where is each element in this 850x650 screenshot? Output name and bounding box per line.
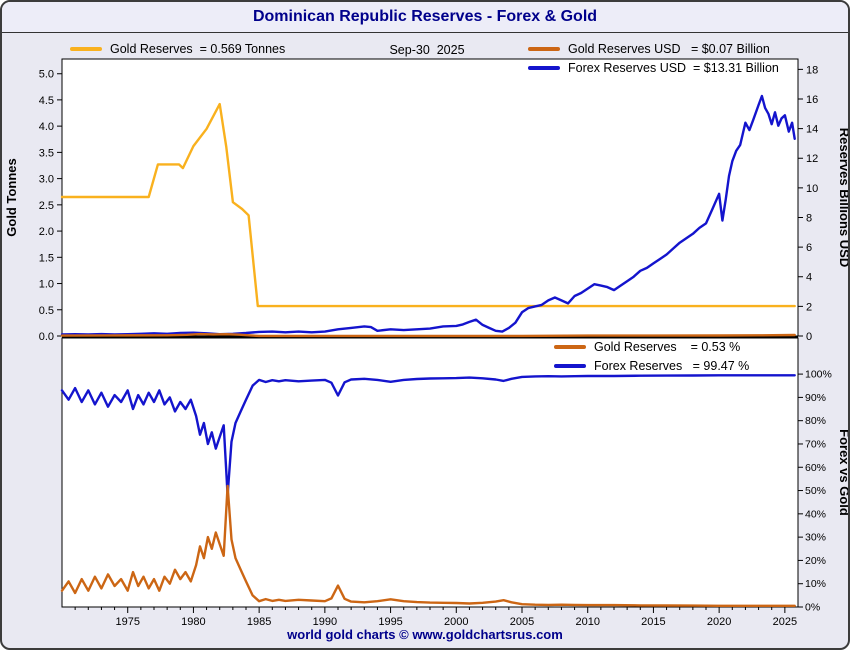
svg-text:10: 10 [806, 183, 818, 195]
gold-usd-swatch [528, 46, 560, 51]
svg-text:40%: 40% [805, 508, 826, 520]
svg-text:2015: 2015 [641, 616, 665, 628]
svg-text:90%: 90% [805, 392, 826, 404]
right-axis-label-top: Reserves Billions USD [837, 128, 848, 267]
forex-usd-line [60, 94, 796, 336]
plot-panels [61, 58, 799, 608]
svg-text:1990: 1990 [313, 616, 337, 628]
forex-usd-swatch [528, 65, 560, 70]
right-axis-label-bottom: Forex vs Gold [837, 429, 848, 516]
svg-text:0.0: 0.0 [39, 331, 54, 343]
gold-tonnes-line [60, 102, 796, 308]
top-panel [61, 58, 799, 337]
svg-text:0.5: 0.5 [39, 305, 54, 317]
forex-pct-swatch [554, 363, 586, 368]
legend-forex-pct-label: Forex Reserves = 99.47 % [594, 358, 750, 373]
svg-text:2020: 2020 [707, 616, 731, 628]
gold-usd-line [60, 332, 796, 338]
svg-text:16: 16 [806, 94, 818, 106]
svg-text:1985: 1985 [247, 616, 271, 628]
svg-text:60%: 60% [805, 462, 826, 474]
svg-text:1980: 1980 [181, 616, 205, 628]
gold-pct-line [60, 484, 796, 607]
svg-text:4: 4 [806, 272, 812, 284]
svg-text:5.0: 5.0 [39, 69, 54, 81]
svg-text:10%: 10% [805, 578, 826, 590]
svg-text:100%: 100% [805, 369, 832, 381]
svg-text:3.5: 3.5 [39, 147, 54, 159]
svg-text:70%: 70% [805, 438, 826, 450]
svg-text:2: 2 [806, 301, 812, 313]
footer-credit: world gold charts © www.goldchartsrus.co… [287, 627, 563, 642]
svg-text:6: 6 [806, 242, 812, 254]
legend-gold-tonnes: Gold Reserves = 0.569 Tonnes [70, 41, 285, 57]
svg-text:80%: 80% [805, 415, 826, 427]
legend-gold-usd: Gold Reserves USD = $0.07 Billion [528, 39, 779, 58]
legend-gold-usd-label: Gold Reserves USD = $0.07 Billion [568, 41, 770, 56]
legend-gold-pct-label: Gold Reserves = 0.53 % [594, 339, 741, 354]
legend-gold-tonnes-label: Gold Reserves = 0.569 Tonnes [110, 42, 286, 56]
legend-top-right: Gold Reserves USD = $0.07 Billion Forex … [528, 39, 779, 77]
left-axis-label: Gold Tonnes [4, 158, 19, 236]
gold-pct-swatch [554, 344, 586, 349]
svg-text:50%: 50% [805, 485, 826, 497]
svg-text:2010: 2010 [575, 616, 599, 628]
svg-text:4.0: 4.0 [39, 121, 54, 133]
chart-body: 0.0 0.5 1.0 1.5 2.0 2.5 3.0 3.5 4.0 4.5 5.0 0 2 4 6 8 10… [2, 33, 848, 647]
svg-text:1.5: 1.5 [39, 252, 54, 264]
svg-text:0: 0 [806, 331, 812, 343]
title-bar: Dominican Republic Reserves - Forex & Go… [2, 2, 848, 33]
svg-text:2025: 2025 [773, 616, 797, 628]
legend-gold-pct: Gold Reserves = 0.53 % [554, 337, 749, 356]
svg-text:1995: 1995 [378, 616, 402, 628]
report-date: Sep-30 2025 [389, 43, 465, 57]
svg-text:1.0: 1.0 [39, 279, 54, 291]
chart-title: Dominican Republic Reserves - Forex & Go… [252, 8, 598, 25]
legend-forex-usd-label: Forex Reserves USD = $13.31 Billion [568, 60, 779, 75]
svg-text:2.5: 2.5 [39, 200, 54, 212]
gold-line-swatch [70, 47, 102, 51]
svg-text:2.0: 2.0 [39, 226, 54, 238]
svg-text:30%: 30% [805, 532, 826, 544]
bottom-panel [61, 337, 799, 608]
svg-text:0%: 0% [805, 602, 820, 614]
svg-text:8: 8 [806, 212, 812, 224]
legend-forex-usd: Forex Reserves USD = $13.31 Billion [528, 58, 779, 77]
svg-text:14: 14 [806, 124, 818, 136]
svg-text:12: 12 [806, 153, 818, 165]
chart-canvas: 0.0 0.5 1.0 1.5 2.0 2.5 3.0 3.5 4.0 4.5 5.0 0 2 4 6 8 10… [4, 58, 848, 628]
forex-pct-line [60, 374, 796, 497]
svg-text:20%: 20% [805, 555, 826, 567]
svg-text:4.5: 4.5 [39, 95, 54, 107]
svg-text:2005: 2005 [510, 616, 534, 628]
axes: 0.0 0.5 1.0 1.5 2.0 2.5 3.0 3.5 4.0 4.5 5.0 0 2 4 6 8 10… [39, 64, 832, 628]
legend-forex-pct: Forex Reserves = 99.47 % [554, 356, 749, 375]
svg-text:3.0: 3.0 [39, 174, 54, 186]
svg-text:2000: 2000 [444, 616, 468, 628]
legend-bottom: Gold Reserves = 0.53 % Forex Reserves = … [554, 337, 749, 375]
svg-text:1975: 1975 [115, 616, 139, 628]
svg-text:18: 18 [806, 64, 818, 76]
